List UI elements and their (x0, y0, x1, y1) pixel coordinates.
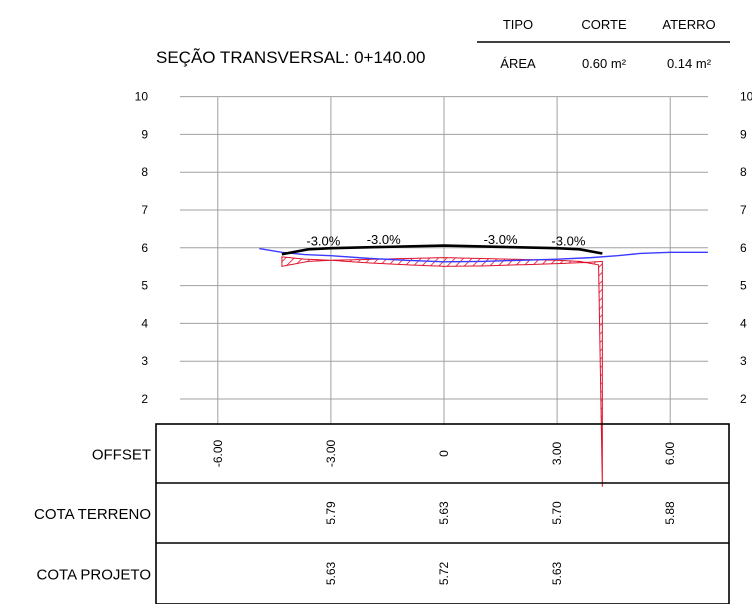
table-row-label: COTA TERRENO (34, 506, 151, 523)
y-tick-right: 4 (740, 316, 747, 330)
table-cell: 3.00 (550, 441, 564, 465)
table-cell: 5.72 (437, 561, 451, 585)
slope-label: -3.0% (367, 232, 401, 247)
table-frame (155, 423, 730, 604)
table-cell: 0 (437, 450, 451, 457)
area-aterro-value: 0.14 m² (667, 56, 712, 71)
area-table-header-aterro: ATERRO (662, 17, 715, 32)
table-cell: 5.88 (663, 501, 677, 525)
table-cell: -6.00 (211, 440, 225, 468)
y-tick-right: 9 (740, 127, 747, 141)
y-tick-left: 9 (141, 127, 148, 141)
y-tick-left: 10 (135, 90, 149, 104)
y-tick-right: 8 (740, 165, 747, 179)
y-tick-left: 6 (141, 241, 148, 255)
y-tick-right: 7 (740, 203, 747, 217)
table-cell: 5.63 (324, 561, 338, 585)
table-row-label: OFFSET (92, 447, 151, 464)
slope-labels: -3.0% -3.0% -3.0% -3.0% (306, 232, 585, 249)
area-table-header-tipo: TIPO (503, 17, 533, 32)
y-tick-labels: 2 2 3 3 4 4 5 5 6 6 7 7 8 8 9 9 10 10 (135, 90, 752, 406)
table-cell: 5.63 (550, 561, 564, 585)
y-tick-right: 10 (740, 90, 752, 104)
area-corte-value: 0.60 m² (582, 56, 627, 71)
y-tick-right: 6 (740, 241, 747, 255)
terrain-line (259, 247, 708, 263)
data-table: OFFSET -6.00 -3.00 0 3.00 6.00 COTA TERRENO 5.7… (34, 423, 730, 604)
y-tick-right: 3 (740, 354, 747, 368)
table-cell: -3.00 (324, 440, 338, 468)
y-tick-left: 5 (141, 279, 148, 293)
y-tick-right: 2 (740, 392, 747, 406)
area-table-header-corte: CORTE (581, 17, 627, 32)
section-title: SEÇÃO TRANSVERSAL: 0+140.00 (156, 48, 425, 67)
y-tick-left: 4 (141, 316, 148, 330)
slope-label: -3.0% (306, 234, 340, 249)
area-table-row-label: ÁREA (500, 56, 536, 71)
slope-label: -3.0% (484, 232, 518, 247)
y-tick-left: 7 (141, 203, 148, 217)
table-cell: 5.63 (437, 501, 451, 525)
table-row-label: COTA PROJETO (37, 567, 151, 584)
slope-label: -3.0% (551, 234, 585, 249)
y-tick-left: 2 (141, 392, 148, 406)
table-cell: 5.79 (324, 501, 338, 525)
table-cell: 6.00 (663, 441, 677, 465)
design-line (281, 244, 603, 256)
y-tick-left: 3 (141, 354, 148, 368)
y-tick-right: 5 (740, 279, 747, 293)
table-cell: 5.70 (550, 501, 564, 525)
y-tick-left: 8 (141, 165, 148, 179)
series-lines (259, 244, 708, 263)
